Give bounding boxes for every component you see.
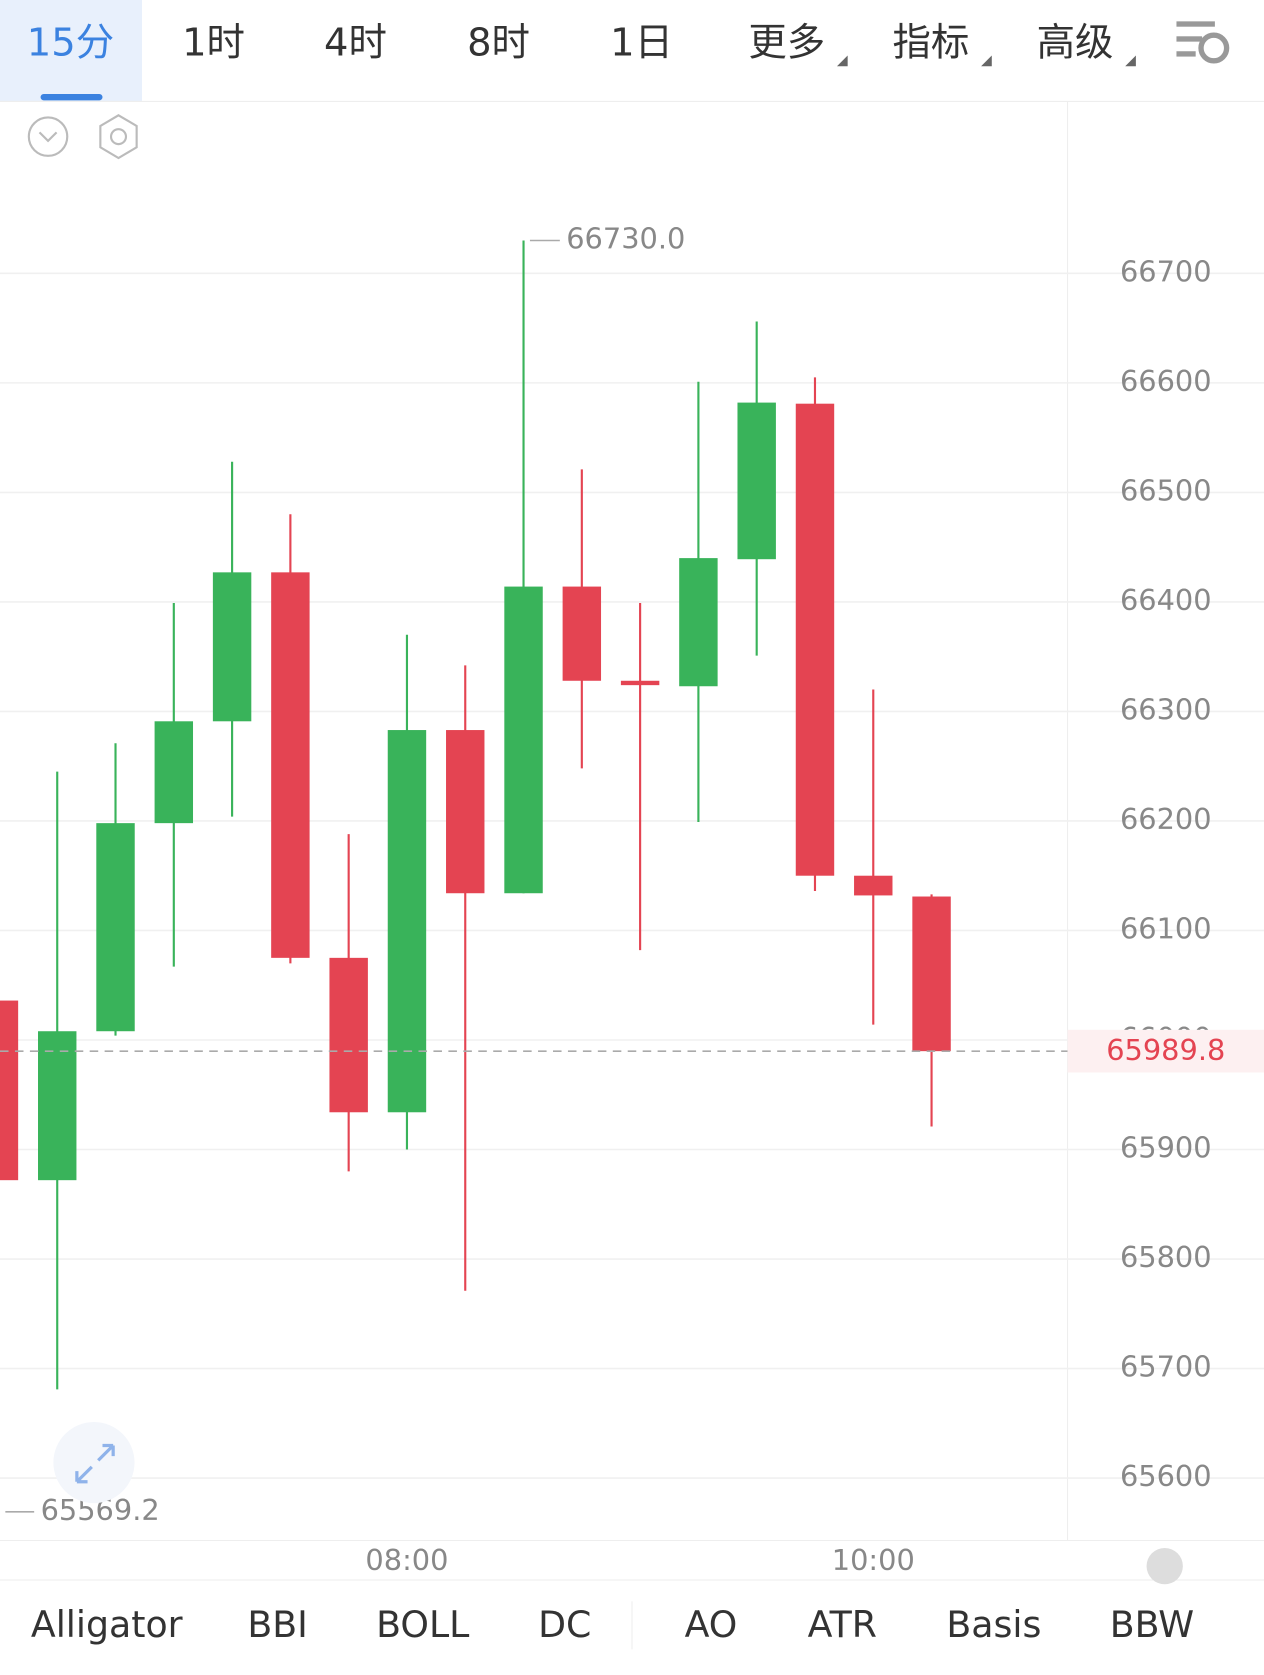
candle-body: [96, 823, 135, 1032]
candle-body: [387, 730, 427, 1113]
y-tick-label: 66200: [1120, 802, 1212, 836]
indicator-tab[interactable]: BOLL: [376, 1603, 470, 1646]
candle-body: [737, 402, 776, 560]
indicator-tab[interactable]: BBI: [247, 1603, 307, 1646]
y-tick-label: 66400: [1120, 583, 1212, 617]
tab-selected-bg: [0, 0, 142, 102]
candle-body: [854, 875, 893, 896]
fullscreen-button[interactable]: [53, 1421, 135, 1504]
indicator-tab[interactable]: BBW: [1110, 1603, 1194, 1646]
candle-body: [329, 957, 368, 1113]
candle-body: [271, 572, 310, 958]
last-price-label: 65989.8: [1106, 1033, 1225, 1067]
settings-hex-icon[interactable]: [99, 114, 138, 160]
y-tick-label: 65700: [1120, 1350, 1212, 1384]
collapse-icon[interactable]: [27, 116, 69, 157]
dropdown-caret: [981, 55, 992, 67]
candles: [0, 240, 951, 1390]
k-icon[interactable]: [1146, 1547, 1183, 1585]
indicator-tab[interactable]: Alligator: [31, 1603, 183, 1646]
candle-body: [504, 586, 543, 894]
settings-icon[interactable]: [1176, 21, 1230, 64]
high-marker-label: 66730.0: [566, 222, 685, 256]
indicator-tab[interactable]: ATR: [808, 1603, 877, 1646]
candle-body: [912, 896, 951, 1052]
indicator-tab[interactable]: AO: [685, 1603, 738, 1646]
tab-indicator: [40, 93, 103, 101]
candle-body: [212, 572, 252, 722]
tab[interactable]: 1日: [610, 20, 673, 65]
indicator-tab[interactable]: DC: [538, 1603, 591, 1646]
candle-body: [38, 1031, 77, 1181]
candle-body: [679, 558, 718, 687]
tab[interactable]: 15分: [27, 20, 114, 65]
tab[interactable]: 4时: [324, 20, 387, 65]
y-tick-label: 65900: [1120, 1131, 1212, 1165]
collapse-icon-arrow: [38, 131, 58, 143]
y-tick-label: 66100: [1120, 911, 1212, 945]
tab[interactable]: 8时: [467, 20, 530, 65]
tab[interactable]: 指标: [892, 20, 969, 65]
y-tick-label: 66700: [1120, 254, 1212, 288]
dropdown-caret: [836, 55, 848, 67]
x-tick-label: 08:00: [365, 1543, 448, 1577]
dropdown-caret: [1125, 55, 1136, 67]
candle-body: [795, 403, 835, 876]
settings-hex-dot: [109, 128, 128, 146]
y-tick-label: 65800: [1120, 1240, 1212, 1274]
last-price-bg: [1067, 1029, 1264, 1073]
candle-body: [446, 730, 485, 894]
y-tick-label: 66600: [1120, 364, 1212, 398]
tab[interactable]: 更多: [748, 20, 825, 65]
candle-body: [154, 721, 194, 824]
tab[interactable]: 1时: [182, 20, 245, 65]
fullscreen-icon: [75, 1443, 115, 1484]
y-tick-label: 65600: [1120, 1459, 1212, 1493]
candle-body: [562, 586, 602, 681]
indicator-tab[interactable]: Basis: [946, 1603, 1041, 1646]
candle-body: [620, 680, 660, 686]
y-tick-label: 66500: [1120, 473, 1212, 507]
x-tick-label: 10:00: [832, 1543, 915, 1577]
candle-body: [0, 1000, 19, 1181]
tab[interactable]: 高级: [1037, 20, 1114, 65]
y-tick-label: 66300: [1120, 692, 1212, 726]
